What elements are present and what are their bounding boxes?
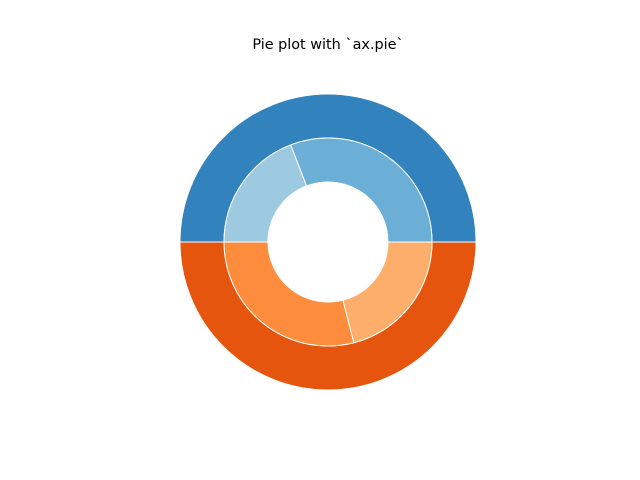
inner-wedge-3	[223, 241, 355, 347]
inner-wedge-1	[290, 137, 433, 243]
wedge-layer	[179, 93, 477, 391]
chart-title: Pie plot with `ax.pie`	[252, 37, 403, 53]
inner-wedge-4	[342, 241, 433, 344]
